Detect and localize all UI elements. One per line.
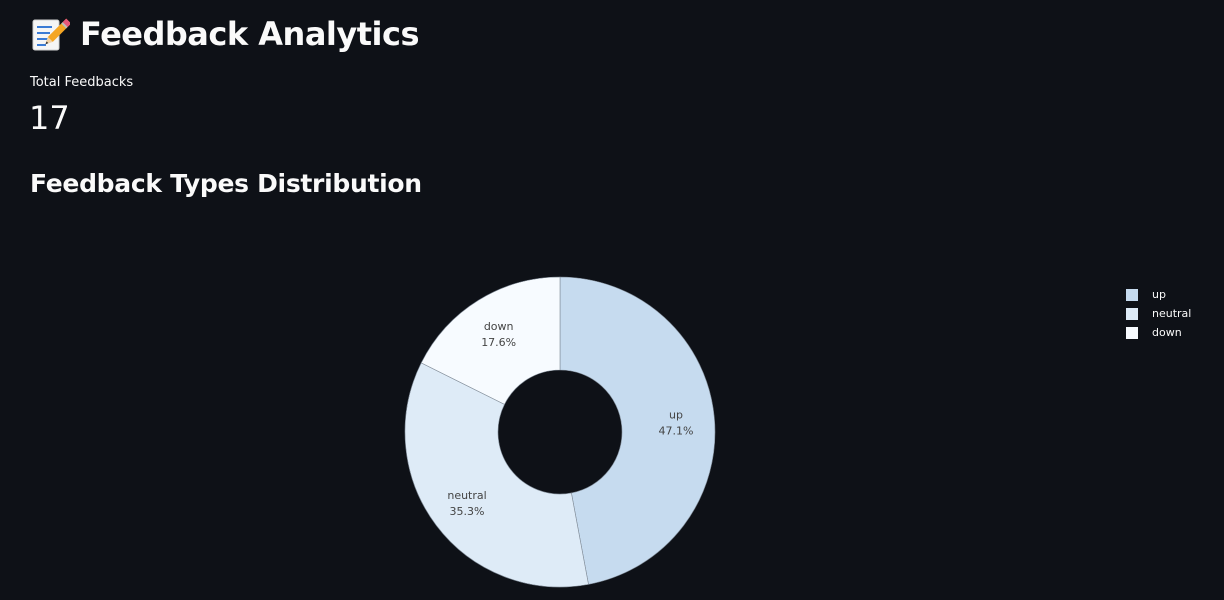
metric-label: Total Feedbacks <box>30 75 134 90</box>
slice-label-up: up 47.1% <box>659 408 694 437</box>
legend-swatch <box>1126 288 1138 301</box>
legend-item-down[interactable]: down <box>1126 323 1191 342</box>
slice-label-name: up <box>669 408 683 421</box>
memo-pencil-icon <box>30 14 72 54</box>
legend-swatch <box>1126 326 1138 339</box>
legend-label: up <box>1152 288 1166 301</box>
legend-item-up[interactable]: up <box>1126 285 1191 304</box>
slice-label-percent: 47.1% <box>659 424 694 437</box>
slice-label-neutral: neutral 35.3% <box>447 489 486 518</box>
chart-legend[interactable]: up neutral down <box>1126 285 1191 342</box>
section-heading: Feedback Types Distribution <box>30 169 422 198</box>
page-title-text: Feedback Analytics <box>80 15 420 53</box>
slice-label-down: down 17.6% <box>481 320 516 349</box>
legend-item-neutral[interactable]: neutral <box>1126 304 1191 323</box>
slice-label-name: neutral <box>447 489 486 502</box>
metric-value: 17 <box>29 99 70 137</box>
page-title: Feedback Analytics <box>30 10 420 58</box>
legend-label: down <box>1152 326 1182 339</box>
slice-label-percent: 17.6% <box>481 336 516 349</box>
slice-label-name: down <box>484 320 514 333</box>
legend-label: neutral <box>1152 307 1192 320</box>
donut-chart[interactable]: up 47.1% neutral 35.3% down 17.6% <box>0 210 1224 600</box>
pie-slice-down[interactable] <box>420 276 561 405</box>
legend-swatch <box>1126 307 1138 320</box>
pie-slice-up[interactable] <box>559 276 716 585</box>
pie-slice-neutral[interactable] <box>404 362 589 588</box>
slice-label-percent: 35.3% <box>450 505 485 518</box>
